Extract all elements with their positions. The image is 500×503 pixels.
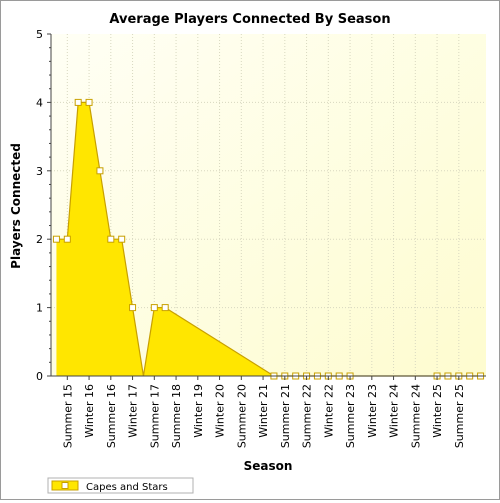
chart-title: Average Players Connected By Season	[109, 12, 390, 27]
x-tick-label: Summer 20	[235, 384, 248, 448]
x-tick-label: Summer 16	[105, 384, 118, 448]
legend: Capes and Stars	[47, 477, 194, 494]
y-axis-title: Players Connected	[9, 143, 23, 269]
y-tick-label: 4	[36, 96, 43, 109]
y-tick-label: 0	[36, 370, 43, 383]
x-tick-label: Winter 17	[127, 384, 140, 438]
data-point	[118, 235, 126, 243]
x-tick-label: Winter 20	[214, 384, 227, 438]
data-point	[74, 98, 82, 106]
y-tick-label: 3	[36, 165, 43, 178]
x-tick-label: Summer 22	[301, 384, 314, 448]
grid-lines	[51, 34, 486, 376]
x-tick-label: Summer 23	[344, 384, 357, 448]
x-axis-title: Season	[244, 459, 293, 473]
x-tick-label: Summer 21	[279, 384, 292, 448]
data-point	[52, 235, 60, 243]
data-point	[107, 235, 115, 243]
y-axis-ticks: 0 1 2 3 4 5	[36, 28, 51, 383]
x-tick-label: Winter 19	[192, 384, 205, 438]
data-point	[63, 235, 71, 243]
data-point	[129, 304, 137, 312]
legend-marker	[61, 482, 69, 489]
y-tick-label: 5	[36, 28, 43, 41]
x-tick-label: Winter 16	[83, 384, 96, 438]
x-tick-label: Winter 21	[257, 384, 270, 438]
x-tick-label: Summer 15	[61, 384, 74, 448]
x-axis-ticks: Summer 15 Winter 16 Summer 16 Winter 17 Summ…	[61, 376, 466, 448]
x-tick-label: Winter 22	[322, 384, 335, 438]
axes	[50, 34, 486, 377]
data-point	[85, 98, 93, 106]
data-point	[161, 304, 169, 312]
legend-label: Capes and Stars	[86, 482, 168, 493]
data-point	[96, 167, 104, 175]
x-tick-label: Summer 18	[170, 384, 183, 448]
y-tick-label: 1	[36, 302, 43, 315]
x-tick-label: Summer 25	[453, 384, 466, 448]
x-tick-label: Winter 24	[388, 384, 401, 438]
y-tick-label: 2	[36, 233, 43, 246]
x-tick-label: Winter 23	[366, 384, 379, 438]
x-tick-label: Summer 17	[148, 384, 161, 448]
data-point	[150, 304, 158, 312]
legend-box	[47, 477, 194, 494]
x-tick-label: Summer 24	[409, 384, 422, 448]
x-tick-label: Winter 25	[431, 384, 444, 438]
